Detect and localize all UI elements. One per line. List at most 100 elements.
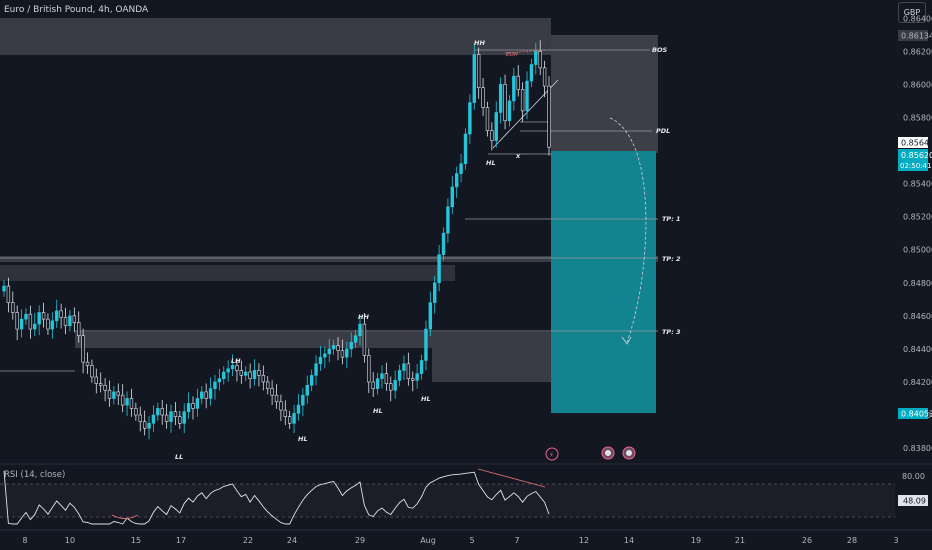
candle-body <box>512 75 516 102</box>
candle-body <box>424 328 428 361</box>
candle-body <box>389 383 393 391</box>
candle-body <box>257 370 261 376</box>
target-zone <box>551 151 656 413</box>
candle-body <box>433 282 437 303</box>
projection-arrow <box>609 117 647 343</box>
candle-body <box>107 389 112 399</box>
candle-body <box>24 313 28 320</box>
rsi-level-current: 48.09 <box>903 497 926 506</box>
candle-body <box>323 353 327 358</box>
candle-body <box>490 130 494 141</box>
candle-body <box>534 51 538 65</box>
candle-body <box>371 381 375 389</box>
candle-body <box>349 341 353 350</box>
event-icons[interactable]: ⚡ <box>545 446 636 461</box>
x-tick-label: 7 <box>514 536 519 545</box>
candle-body <box>292 413 296 424</box>
arrow-head <box>621 336 632 345</box>
candle-body <box>41 312 46 320</box>
candle-body <box>129 398 134 409</box>
label-hl-3: HL <box>298 435 308 443</box>
candle-body <box>63 317 68 327</box>
x-tick-label: 28 <box>847 536 857 545</box>
candle-body <box>142 421 147 429</box>
candle-body <box>287 416 292 424</box>
candle-body <box>411 378 415 381</box>
badge-mid: 0.85645 <box>901 139 932 148</box>
candle-body <box>450 186 455 208</box>
candle-body <box>380 373 384 379</box>
risk-zone <box>551 35 658 153</box>
label-bos: BOS <box>652 46 667 54</box>
event-flag-dot-1 <box>605 450 611 456</box>
candle-body <box>296 404 301 414</box>
candle-body <box>327 348 331 355</box>
candle-body <box>428 302 433 330</box>
candle-body <box>19 318 24 330</box>
candle-body <box>336 345 340 351</box>
candle-body <box>459 163 463 174</box>
candle-body <box>476 54 481 88</box>
rsi-pane <box>0 468 895 525</box>
candle-body <box>217 378 222 383</box>
candle-body <box>116 391 120 396</box>
candle-body <box>274 394 279 403</box>
candle-body <box>525 80 529 112</box>
currency-button[interactable]: GBP <box>898 2 926 23</box>
rsi-oversold-mark <box>111 514 139 519</box>
candle-body <box>318 356 323 365</box>
label-hl-2: HL <box>421 395 431 403</box>
label-hl-1: HL <box>373 407 383 415</box>
x-tick-label: 24 <box>287 536 297 545</box>
rsi-badge-bg <box>898 495 928 506</box>
label-tp1: TP: 1 <box>662 215 681 223</box>
label-lh: LH <box>231 357 241 365</box>
trendline-lower <box>492 79 559 149</box>
candle-body <box>72 315 77 323</box>
x-tick-label: 26 <box>802 536 812 545</box>
candle-body <box>498 84 503 113</box>
candle-body <box>178 416 182 424</box>
candle-body <box>103 384 107 391</box>
x-tick-label: Aug <box>420 536 436 545</box>
candle-body <box>529 64 534 82</box>
candle-body <box>68 315 72 327</box>
candle-body <box>393 380 397 391</box>
candle-body <box>345 348 349 358</box>
candle-body <box>15 312 19 330</box>
candle-body <box>213 381 217 389</box>
label-tp3: TP: 3 <box>662 328 681 336</box>
candle-body <box>230 365 235 370</box>
badge-bottom: 0.84053 <box>901 410 932 419</box>
candle-body <box>2 285 6 292</box>
candle-body <box>358 323 362 336</box>
candle-body <box>270 388 274 396</box>
x-tick-label: 19 <box>691 536 701 545</box>
x-tick-label: 22 <box>243 536 253 545</box>
candle-body <box>415 373 419 381</box>
candle-body <box>37 312 41 325</box>
badge-bottom-bg <box>898 408 928 419</box>
candle-body <box>191 403 195 409</box>
dividend-icon[interactable] <box>545 447 559 461</box>
candle-body <box>169 411 173 422</box>
time-axis[interactable]: 8 10 15 17 22 24 29 Aug 5 7 12 14 19 21 26 28 3 <box>22 536 898 545</box>
candle-body <box>309 375 314 386</box>
rsi-label: RSI (14, close) <box>4 470 66 480</box>
candle-body <box>472 54 476 103</box>
candle-body <box>542 67 547 87</box>
candle-body <box>520 89 525 112</box>
candle-body <box>516 75 520 90</box>
x-tick-label: 3 <box>893 536 898 545</box>
candle-body <box>547 85 551 148</box>
candle-body <box>266 381 270 389</box>
